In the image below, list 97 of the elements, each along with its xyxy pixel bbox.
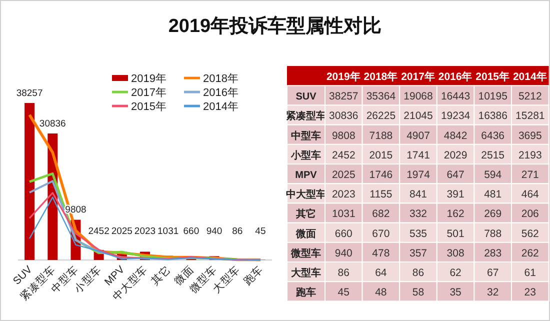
data-label: 3695 <box>518 130 542 142</box>
data-label: 647 <box>446 169 464 181</box>
x-tick-label: 2015年 <box>476 70 510 83</box>
data-label: 206 <box>521 208 540 220</box>
data-label: 478 <box>372 247 390 260</box>
data-label: 2452 <box>332 149 356 162</box>
data-label: 283 <box>484 247 502 260</box>
data-label: 23 <box>524 286 536 299</box>
data-label: 2029 <box>444 149 468 162</box>
data-label: 7188 <box>369 130 393 142</box>
data-label: 1746 <box>369 169 393 181</box>
data-label: 2015 <box>369 149 393 162</box>
data-label: 788 <box>484 228 502 240</box>
data-label: 940 <box>206 226 222 237</box>
data-label: 26225 <box>366 110 396 122</box>
data-label: 38257 <box>329 90 358 103</box>
data-label: 86 <box>412 267 424 279</box>
data-label: 6436 <box>481 130 505 142</box>
data-label: 660 <box>334 228 353 240</box>
data-label: 2023 <box>332 188 356 201</box>
data-label: 269 <box>484 208 502 220</box>
y-tick-label: 小型车 <box>290 149 321 162</box>
x-tick-label: 2017年 <box>401 70 436 83</box>
data-label: 62 <box>450 267 462 279</box>
data-label: 19234 <box>440 110 470 122</box>
data-label: 501 <box>446 228 464 240</box>
data-label: 262 <box>521 247 540 260</box>
legend-label: 2017年 <box>131 87 166 99</box>
data-label: 48 <box>375 286 387 299</box>
data-label: 21045 <box>404 110 434 122</box>
data-label: 682 <box>372 208 390 220</box>
data-label: 4907 <box>406 130 430 142</box>
data-label: 64 <box>375 267 387 279</box>
x-tick-label: 跑车 <box>240 262 266 288</box>
y-tick-label: 微型车 <box>290 247 321 260</box>
x-tick-label: 其它 <box>148 262 174 288</box>
data-label: 5212 <box>518 90 542 103</box>
data-label: 4842 <box>444 130 468 142</box>
x-tick-label: 2016年 <box>438 70 473 83</box>
data-label: 660 <box>183 226 200 237</box>
data-label: 2023 <box>134 226 156 237</box>
data-label: 1031 <box>332 208 356 220</box>
data-label: 15281 <box>516 110 545 122</box>
data-label: 45 <box>338 286 350 299</box>
x-tick-label: 2018年 <box>364 70 398 83</box>
data-label: 35 <box>450 286 462 299</box>
data-label: 58 <box>412 286 424 299</box>
data-label: 61 <box>524 267 536 279</box>
data-label: 1031 <box>158 226 179 237</box>
data-label: 30836 <box>39 118 66 130</box>
data-label: 271 <box>521 169 540 181</box>
data-label: 32 <box>487 286 499 299</box>
data-label: 16443 <box>440 90 470 103</box>
data-label: 2515 <box>481 149 505 162</box>
bar <box>24 103 35 260</box>
legend-label: 2015年 <box>131 101 166 113</box>
data-label: 464 <box>521 188 540 201</box>
y-tick-label: SUV <box>296 92 317 103</box>
data-label: 1974 <box>406 169 430 181</box>
data-label: 162 <box>446 208 464 220</box>
y-tick-label: 其它 <box>295 208 316 220</box>
data-label: 594 <box>484 169 502 181</box>
data-label: 86 <box>338 267 350 279</box>
data-label: 1741 <box>406 149 430 162</box>
data-label: 2025 <box>332 169 356 181</box>
data-label: 357 <box>409 247 428 260</box>
legend-label: 2016年 <box>203 87 238 99</box>
data-label: 670 <box>372 228 390 240</box>
data-label: 2193 <box>518 149 542 162</box>
x-tick-label: 2019年 <box>326 70 361 83</box>
data-label: 2025 <box>111 226 132 237</box>
data-label: 332 <box>409 208 428 220</box>
data-label: 535 <box>409 228 428 240</box>
data-label: 38257 <box>16 88 43 99</box>
data-label: 16386 <box>478 110 508 122</box>
data-label: 67 <box>487 267 499 279</box>
data-label: 86 <box>232 226 243 237</box>
data-label: 940 <box>334 247 353 260</box>
data-label: 2452 <box>88 226 110 237</box>
y-tick-label: 中型车 <box>291 130 321 142</box>
data-label: 841 <box>409 188 428 201</box>
data-label: 391 <box>446 188 464 201</box>
data-label: 19068 <box>404 90 434 103</box>
data-label: 35364 <box>366 90 396 103</box>
data-label: 45 <box>255 226 266 237</box>
chart-title: 2019年投诉车型属性对比 <box>168 15 382 37</box>
y-tick-label: MPV <box>295 170 318 181</box>
data-label: 562 <box>521 228 540 240</box>
x-tick-label: 2014年 <box>512 70 548 83</box>
data-label: 1155 <box>370 188 392 201</box>
y-tick-label: 微面 <box>295 228 316 240</box>
data-label: 481 <box>484 188 502 201</box>
data-label: 10195 <box>478 90 508 103</box>
data-label: 308 <box>446 247 464 260</box>
data-label: 30836 <box>329 110 358 122</box>
data-label: 9808 <box>332 130 356 142</box>
legend-label: 2014年 <box>203 101 238 113</box>
